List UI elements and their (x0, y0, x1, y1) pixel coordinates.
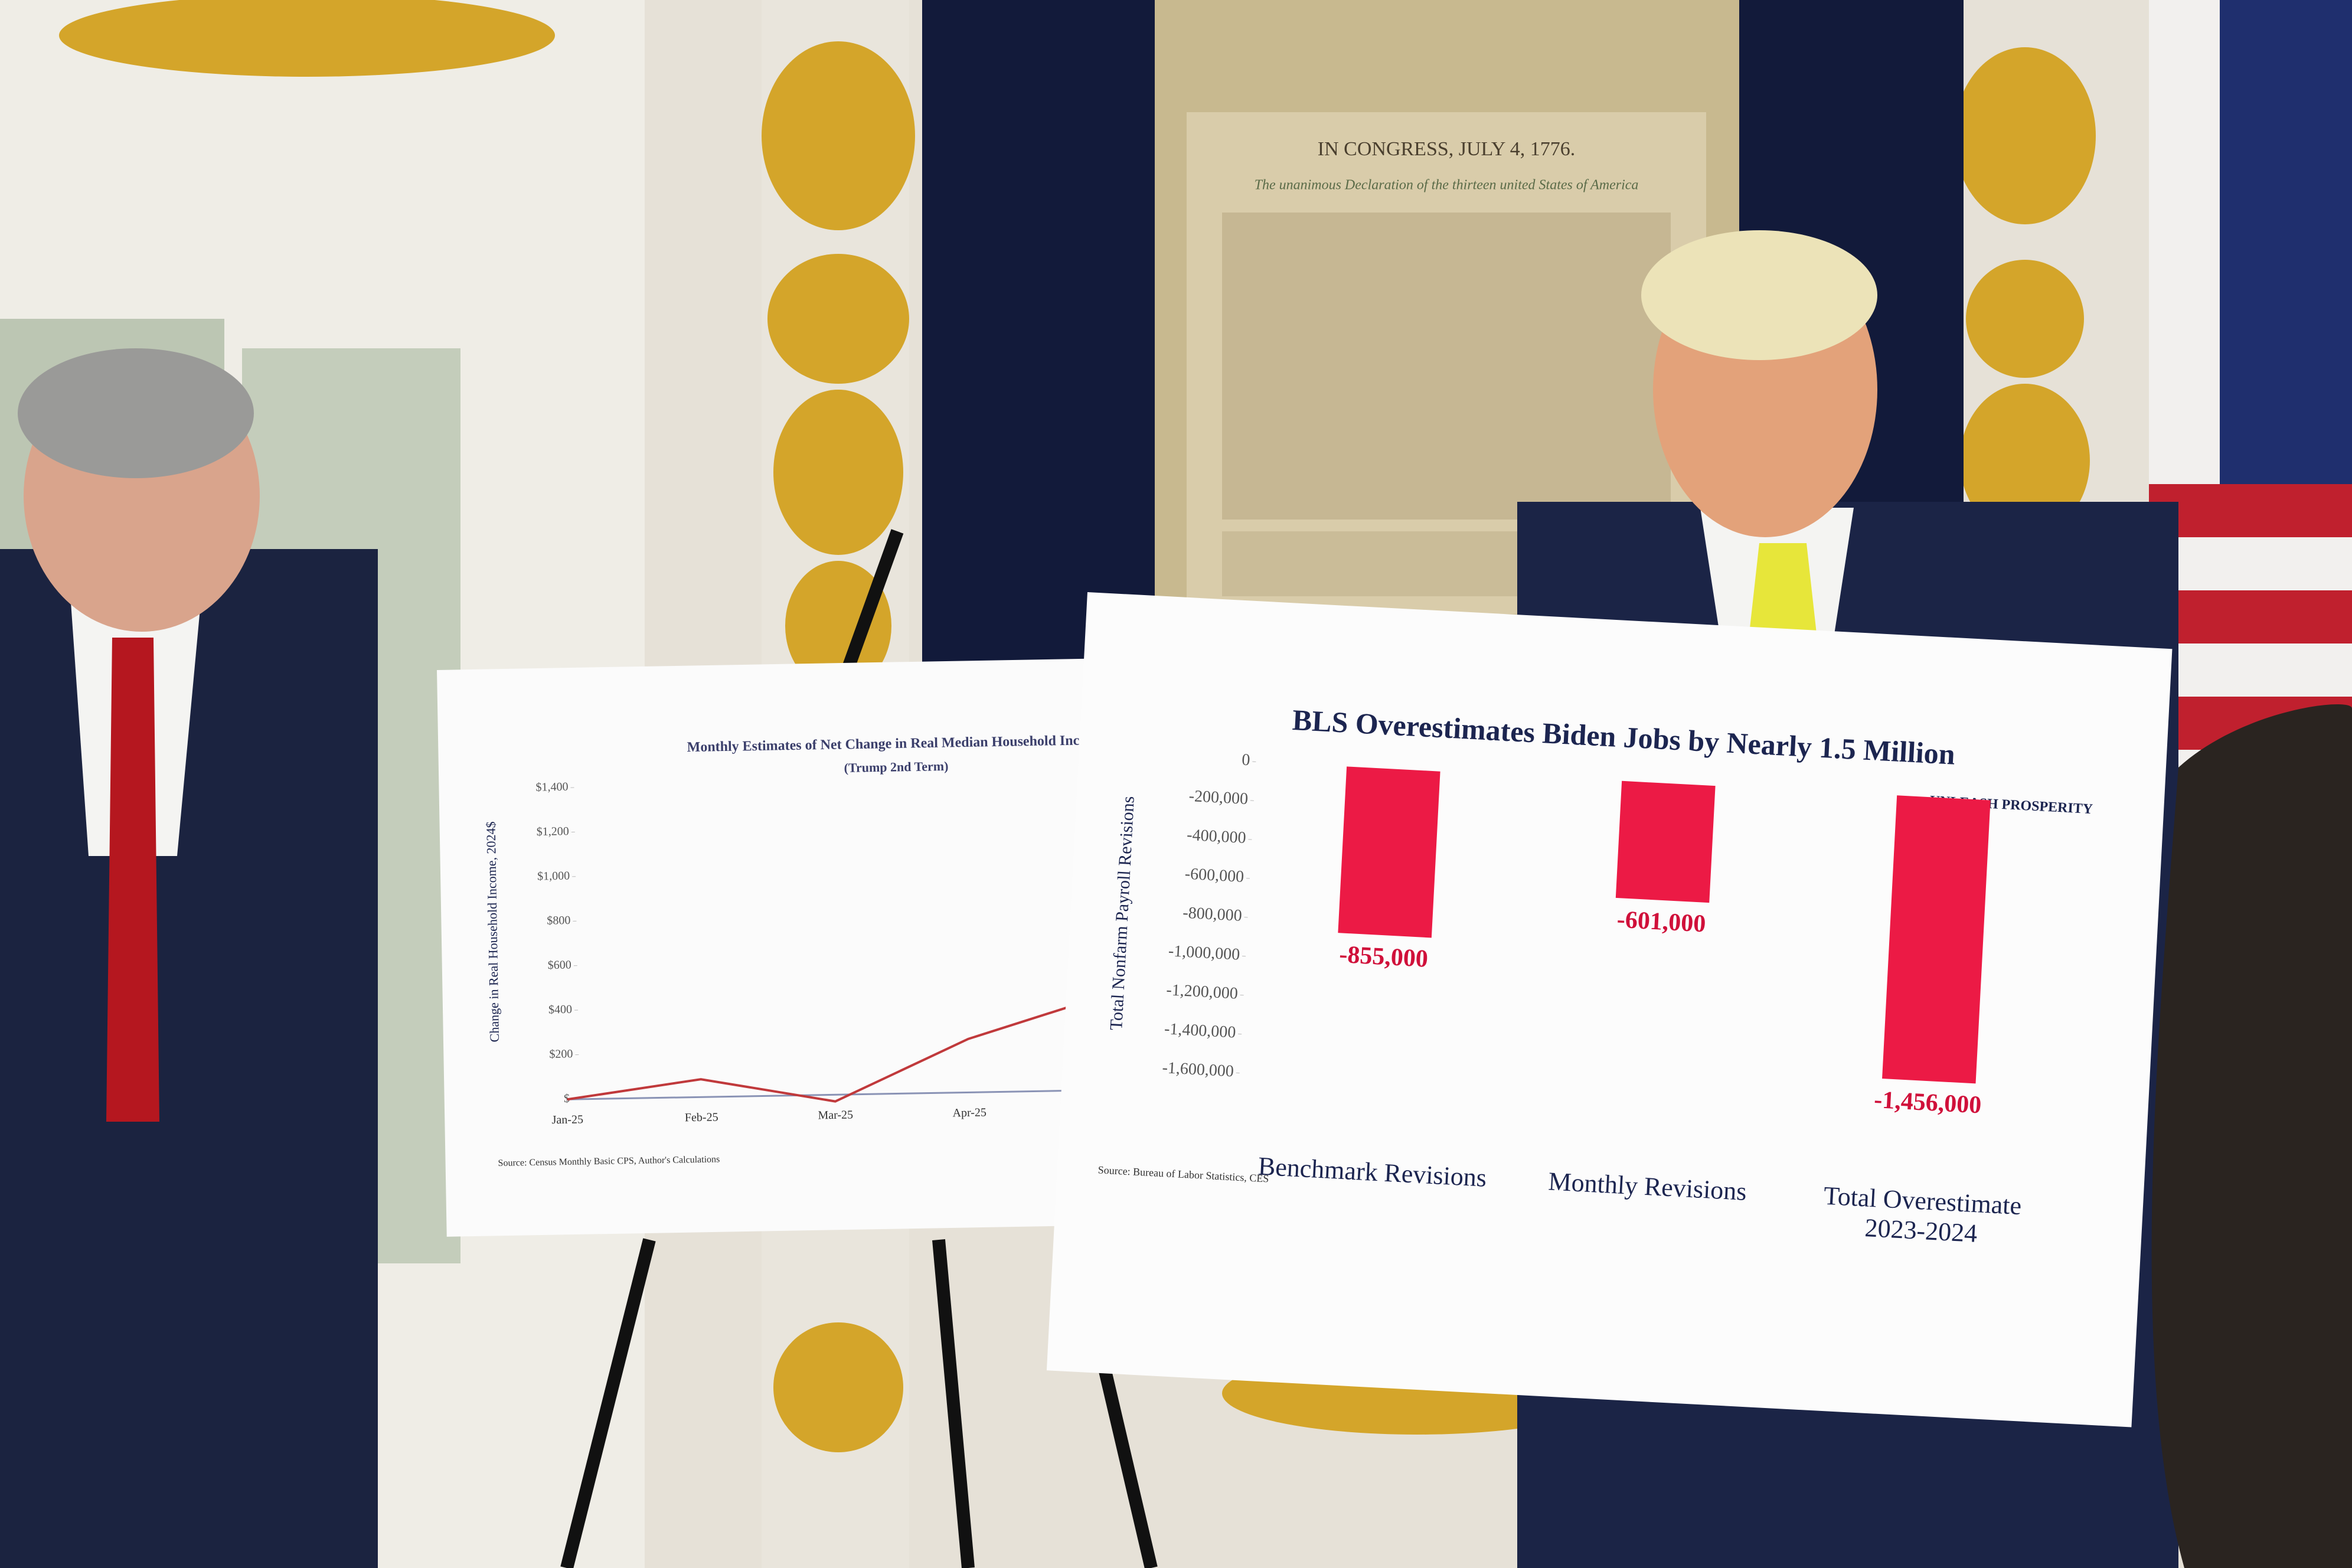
ornament (1954, 47, 2096, 224)
ornament (767, 254, 909, 384)
bust-sculpture (2151, 704, 2352, 1568)
bar (1882, 795, 1991, 1084)
y-tick-label: $1,200 (537, 825, 569, 838)
tie (1747, 543, 1818, 649)
board-jobs: BLS Overestimates Biden Jobs by Nearly 1… (1046, 592, 2173, 1427)
x-tick-label: Jan-25 (551, 1113, 583, 1126)
chart-subtitle: (Trump 2nd Term) (844, 759, 948, 775)
y-tick-label: -600,000 (1184, 865, 1244, 886)
document-heading: IN CONGRESS, JULY 4, 1776. (1318, 138, 1575, 160)
flag-stripe (2149, 484, 2352, 537)
value-label: -601,000 (1616, 906, 1707, 938)
hair (18, 348, 254, 478)
y-tick-label: -1,200,000 (1166, 981, 1239, 1002)
board (1046, 592, 2173, 1427)
bar (1615, 780, 1716, 903)
y-tick-label: -400,000 (1187, 826, 1247, 847)
value-label: -1,456,000 (1873, 1086, 1982, 1119)
x-tick-label: Feb-25 (685, 1110, 718, 1124)
y-tick-label: $400 (548, 1003, 572, 1017)
x-axis (567, 1089, 1103, 1100)
y-tick-label: -1,000,000 (1168, 942, 1240, 963)
easel-leg (932, 1239, 975, 1568)
source-note: Source: Census Monthly Basic CPS, Author… (498, 1154, 720, 1168)
y-tick-label: -1,600,000 (1162, 1059, 1234, 1080)
y-tick-label: 0 (1242, 751, 1251, 770)
ornament (762, 41, 915, 230)
hair (1641, 230, 1877, 360)
y-tick-label: $600 (548, 958, 571, 972)
ornament (59, 0, 555, 77)
y-tick-label: $200 (549, 1047, 573, 1061)
document-text (1222, 213, 1671, 520)
document-subheading: The unanimous Declaration of the thirtee… (1255, 178, 1639, 193)
x-tick-label: Apr-25 (952, 1106, 986, 1119)
y-tick-label: $800 (547, 914, 570, 927)
y-tick-label: -1,400,000 (1164, 1020, 1236, 1041)
flag-stripe (2149, 590, 2352, 643)
easel-leg (838, 529, 904, 681)
y-tick-label: -200,000 (1188, 787, 1249, 808)
y-tick-label: $1,400 (535, 780, 568, 794)
y-tick-label: $1,000 (537, 870, 570, 883)
ornament (773, 1322, 903, 1452)
data-line (567, 995, 1102, 1103)
value-label: -855,000 (1338, 941, 1429, 973)
flag-canton (2220, 0, 2352, 484)
bar (1338, 766, 1440, 938)
y-tick-label: -800,000 (1182, 904, 1243, 925)
ornament (773, 390, 903, 555)
board-income: Monthly Estimates of Net Change in Real … (436, 657, 1185, 1237)
x-tick-label: Mar-25 (818, 1108, 853, 1122)
tie (106, 638, 159, 1122)
easel-leg (560, 1238, 656, 1568)
ornament (1960, 384, 2090, 537)
ornament (1966, 260, 2084, 378)
person-left (0, 348, 378, 1568)
ornament (785, 561, 891, 691)
curtain (922, 0, 1155, 697)
